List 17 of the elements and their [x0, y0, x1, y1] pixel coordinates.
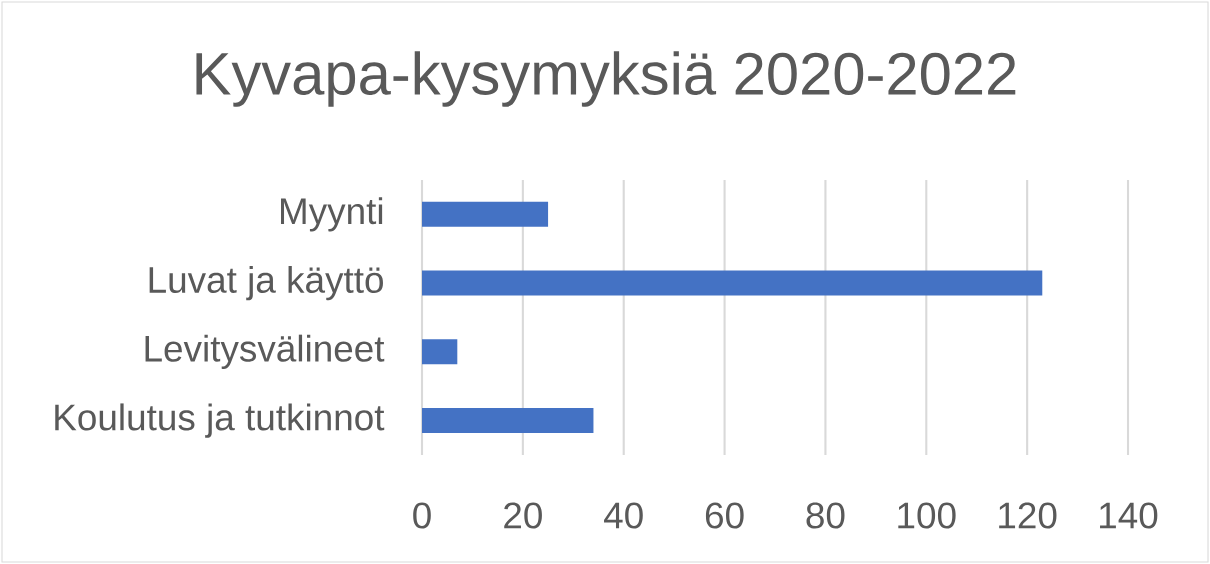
x-tick-label: 140	[1100, 502, 1158, 529]
x-tick-label: 20	[504, 502, 542, 529]
x-tick-label: 60	[705, 502, 744, 529]
bar	[422, 408, 594, 434]
y-tick-label: Luvat ja käyttö	[149, 265, 383, 301]
bar	[422, 339, 458, 365]
x-tick-label: 0	[413, 502, 431, 529]
bar	[422, 270, 1043, 296]
y-tick-label: Myynti	[281, 197, 383, 232]
x-tick-label: 100	[898, 502, 956, 529]
x-tick-label: 80	[806, 502, 845, 529]
bar	[422, 201, 549, 227]
x-tick-label: 120	[999, 502, 1057, 529]
x-tick-label: 40	[604, 502, 643, 529]
chart-title: Kyvapa-kysymyksiä 2020-2022	[196, 51, 1016, 107]
y-tick-label: Levitysvälineet	[145, 334, 385, 370]
y-tick-label: Koulutus ja tutkinnot	[55, 403, 385, 438]
